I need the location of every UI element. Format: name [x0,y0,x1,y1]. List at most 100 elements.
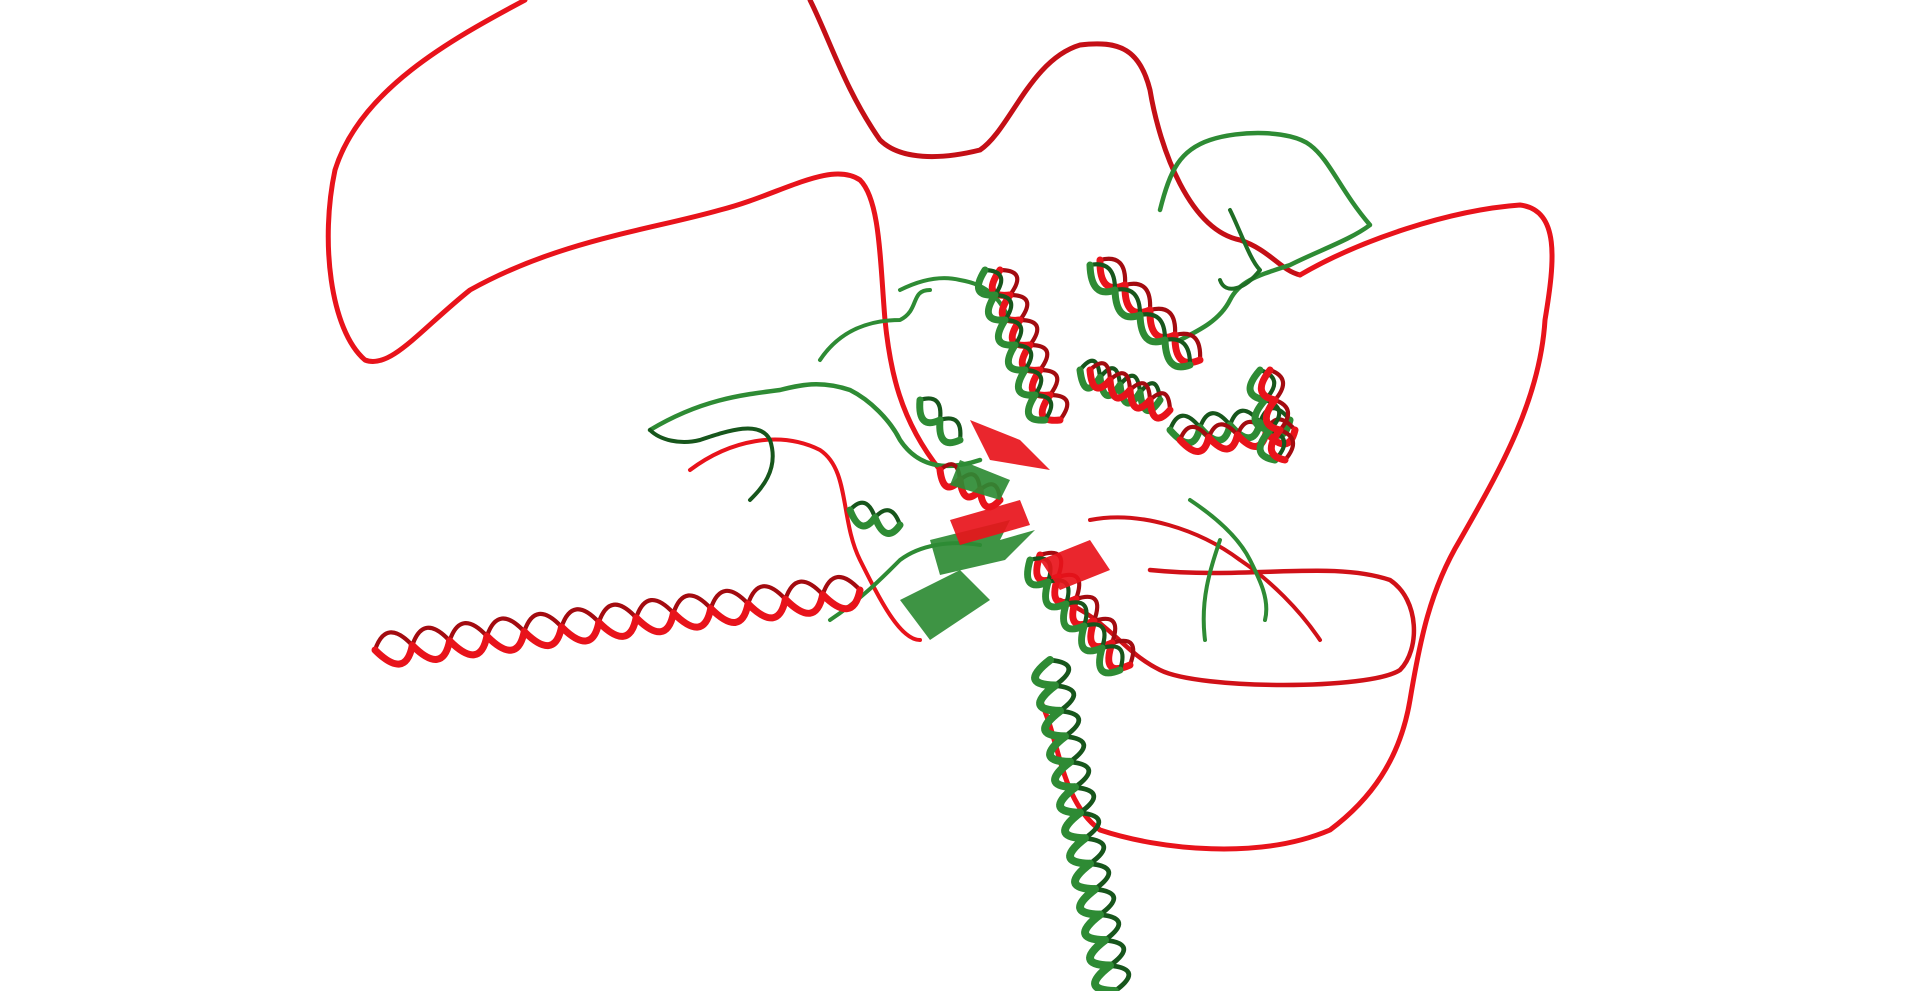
green-core-helix-turn [1136,389,1164,414]
green-core-helix-turn-back [937,416,963,443]
green-helix-turn-back [1062,733,1087,765]
green-core-helix-turn-back [1012,342,1034,373]
red-core-helix-turn-back [1027,342,1050,373]
green-core-helix-turn [1136,311,1169,346]
red-core-helix-turn-back [1047,392,1070,423]
green-helix-turn-back [1087,861,1112,892]
red-core-helix-turn-back [1007,292,1030,323]
red-helix-turn-back [708,588,751,611]
red-helix-turn-back [596,602,639,625]
red-core-helix-turn-back [1097,256,1128,288]
green-core-helix-turn-back [1087,262,1118,293]
green-helix-turn [1036,681,1064,715]
red-core-helix-turn-back [1109,638,1136,668]
red-helix-turn [781,591,827,617]
green-core-helix-turn [1086,261,1119,296]
red-helix-turn-back [447,621,490,643]
green-helix-turn [1091,961,1119,991]
green-core-helix-turn-back [1022,367,1044,398]
green-core-helix-turn [1111,286,1144,321]
green-helix-turn [1066,834,1094,868]
red-helix-turn [669,604,715,631]
green-core-helix-turn-back [1197,411,1233,430]
green-helix-turn [1061,808,1089,843]
red-core-helix-turn-back [1272,397,1291,433]
red-helix-turn [520,623,566,650]
green-core-helix-turn-back [1167,413,1203,433]
red-helix-turn [558,618,603,645]
red-core-helix-turn-back [1277,427,1296,463]
green-core-helix-turn-back [847,500,878,520]
red-helix-turn-back [410,625,452,648]
red-core-helix-turn-back [1107,371,1133,393]
red-helix-turn-back [522,611,564,634]
red-core-helix-turn-back [1122,281,1153,313]
red-core-helix-turn [1205,431,1241,453]
red-core-helix-turn-back [1091,616,1118,646]
green-core-helix-turn-back [1117,373,1143,395]
red-core-helix-turn-back [1127,381,1153,403]
green-helix-turn [1031,656,1059,690]
beta-strand [900,570,990,640]
green-core-helix-turn-back [982,267,1004,298]
green-helix-turn-back [1057,708,1082,739]
green-core-helix-turn-back [872,508,903,528]
green-core-helix-turn-back [1081,622,1107,651]
red-core-helix-turn-back [1177,424,1211,443]
green-core-helix-turn-back [1112,287,1143,318]
beta-strand [950,460,1010,500]
green-core-helix-turn [1096,644,1124,677]
core-domain [846,256,1299,677]
red-core-helix-turn-back [1147,306,1178,338]
red-helix-turn-back [745,584,788,606]
green-core-helix-turn [1078,622,1106,655]
red-helix-turn-back [484,616,527,639]
green-helix-turn [1071,859,1099,894]
green-helix-turn-back [1067,759,1092,790]
green-core-helix-turn [1042,578,1070,611]
green-core-helix-turn-back [1002,317,1024,348]
green-core-helix-turn [936,416,964,447]
red-helix-turn-back [671,593,713,616]
beta-strand [1040,540,1110,590]
red-coil-loops [325,0,1555,852]
green-coil-loops [647,130,1373,642]
green-core-helix-turn [871,514,904,537]
green-core-helix-turn [1060,600,1088,633]
green-core-helix-turn [1251,396,1274,434]
green-core-helix-turn [1256,426,1279,464]
red-helix-turn-back [559,607,601,630]
beta-strand [950,500,1030,545]
green-helix-turn-back [1107,963,1132,991]
green-core-helix-turn [1246,366,1269,404]
green-helix-turn [1076,885,1104,919]
red-core-helix-turn [1267,426,1289,464]
red-core-helix-turn [1257,366,1279,404]
red-core-helix-turn [1262,396,1284,434]
green-helix-turn-back [1052,683,1077,714]
green-core-helix-turn [1024,556,1052,589]
green-core-helix-turn-back [1099,644,1125,673]
green-core-helix-turn-back [1032,392,1054,423]
red-helix-turn [371,641,416,668]
red-core-helix-turn-back [1206,422,1240,440]
green-helix-turn-back [1082,835,1107,867]
green-core-helix-turn-back [1097,366,1123,388]
red-core-helix-turn-back [1073,594,1100,624]
green-core-helix-turn [1161,336,1194,371]
green-core-helix-turn-back [992,292,1014,323]
red-core-helix-turn [1146,396,1174,422]
red-core-helix-turn-back [1147,391,1173,413]
red-helix-turn-back [372,630,415,653]
red-core-helix-turn-back [1267,367,1286,403]
red-core-helix-turn-back [1087,361,1113,383]
green-core-helix-turn [1024,391,1049,424]
red-helix-turn-back [634,598,676,620]
green-helix-turn-back [1097,912,1122,943]
red-core-helix-turn-back [1017,317,1040,348]
green-core-helix-turn [1166,424,1204,447]
red-helix-turn [707,600,752,626]
green-long-helix [1031,656,1132,991]
